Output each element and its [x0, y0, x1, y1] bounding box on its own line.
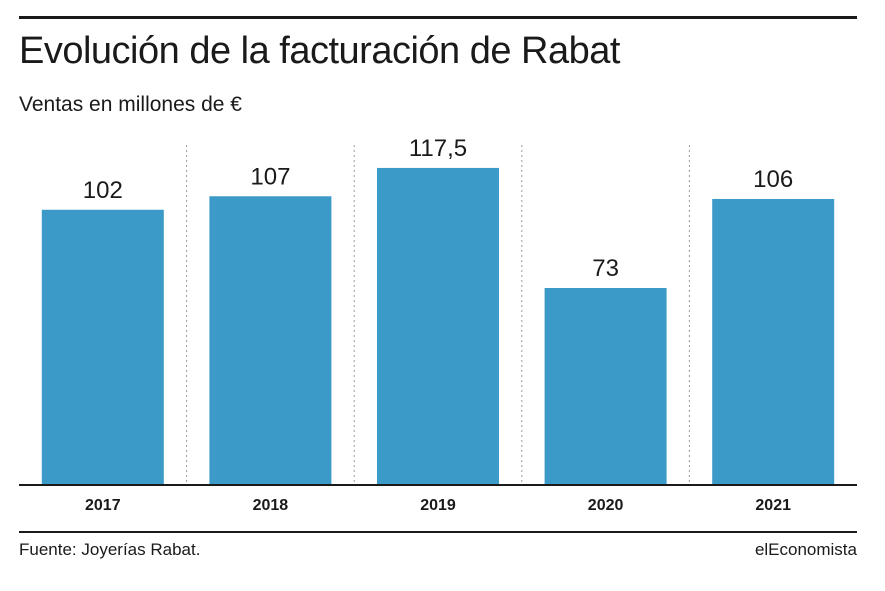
bar-2020: [544, 288, 667, 485]
chart-title: Evolución de la facturación de Rabat: [19, 30, 620, 72]
tick-label-2021: 2021: [755, 497, 791, 514]
value-label-2017: 102: [83, 177, 123, 204]
tick-label-2017: 2017: [85, 497, 121, 514]
bar-2021: [712, 198, 835, 485]
x-tick-labels: 2017 2018 2019 2020 2021: [85, 497, 791, 514]
bars: [41, 167, 835, 485]
top-rule: [19, 16, 857, 19]
source-note: Fuente: Joyerías Rabat.: [19, 540, 201, 559]
bar-2018: [209, 196, 332, 485]
value-labels: 102 107 117,5 73 106: [83, 135, 793, 282]
value-label-2021: 106: [753, 166, 793, 193]
category-separators: [186, 145, 690, 485]
tick-label-2018: 2018: [253, 497, 289, 514]
bar-2017: [41, 209, 164, 485]
bar-2019: [377, 167, 499, 485]
brand-logo-text: elEconomista: [754, 540, 857, 559]
bottom-rule: [19, 531, 857, 533]
tick-label-2020: 2020: [588, 497, 624, 514]
tick-label-2019: 2019: [420, 497, 456, 514]
value-label-2020: 73: [592, 255, 619, 282]
value-label-2018: 107: [250, 163, 290, 190]
bar-chart: 102 107 117,5 73 106 2017 2018 2019 2020 2021: [19, 135, 857, 514]
value-label-2019: 117,5: [409, 135, 467, 162]
chart-subtitle: Ventas en millones de €: [19, 93, 242, 116]
